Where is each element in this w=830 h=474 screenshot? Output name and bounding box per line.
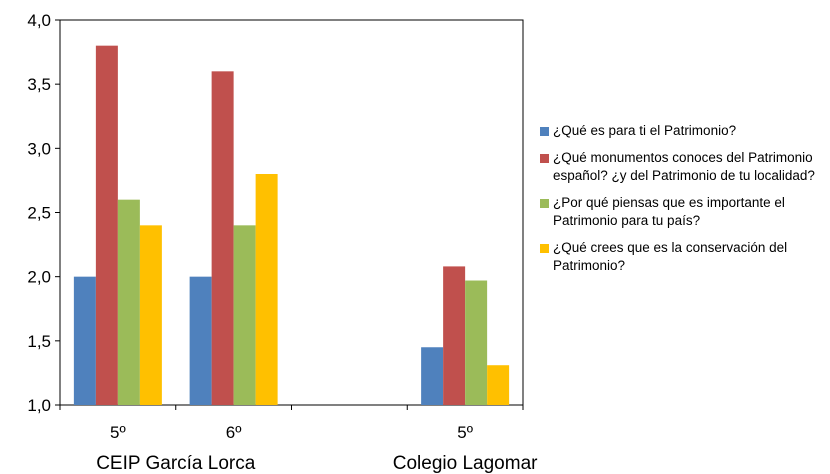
legend-label: ¿Qué monumentos conoces del Patrimonio e… <box>553 150 815 183</box>
bar-2-cat-2 <box>211 71 234 405</box>
y-tick-labels: 1,0 1,5 2,0 2,5 3,0 3,5 4,0 <box>27 11 51 415</box>
bar-1-cat-4 <box>421 347 444 405</box>
bar-3-cat-2 <box>233 225 256 405</box>
bar-2-cat-4 <box>443 266 466 405</box>
legend-label: ¿Qué crees que es la conservación del Pa… <box>553 240 788 273</box>
x-tick-label: 5º <box>110 423 126 442</box>
bar-4-cat-1 <box>139 225 162 405</box>
legend-item-2: ¿Qué monumentos conoces del Patrimonio e… <box>540 149 830 185</box>
x-group-label: Colegio Lagomar <box>393 453 538 474</box>
x-tick-labels: 5º 6º 5º CEIP García Lorca Colegio Lagomar <box>96 423 538 474</box>
legend-swatch <box>540 154 549 163</box>
y-tick-label: 3,0 <box>27 139 51 158</box>
x-group-label: CEIP García Lorca <box>96 453 256 474</box>
bar-1-cat-2 <box>189 276 212 405</box>
legend-item-4: ¿Qué crees que es la conservación del Pa… <box>540 239 830 275</box>
y-tick-label: 3,5 <box>27 75 51 94</box>
bar-4-cat-4 <box>487 365 510 405</box>
bars <box>73 45 510 406</box>
bar-3-cat-1 <box>117 199 140 405</box>
legend-label: ¿Por qué piensas que es importante el Pa… <box>553 195 785 228</box>
legend-label: ¿Qué es para ti el Patrimonio? <box>553 123 737 138</box>
x-tick-label: 5º <box>457 423 473 442</box>
legend-item-1: ¿Qué es para ti el Patrimonio? <box>540 122 830 140</box>
legend: ¿Qué es para ti el Patrimonio? ¿Qué monum… <box>540 122 830 284</box>
legend-swatch <box>540 127 549 136</box>
bar-1-cat-1 <box>73 276 96 405</box>
y-tick-label: 2,5 <box>27 204 51 223</box>
legend-item-3: ¿Por qué piensas que es importante el Pa… <box>540 194 830 230</box>
bar-3-cat-4 <box>465 280 488 405</box>
bar-4-cat-2 <box>255 174 278 405</box>
legend-swatch <box>540 199 549 208</box>
x-tick-label: 6º <box>226 423 242 442</box>
axes <box>55 19 524 410</box>
y-tick-label: 2,0 <box>27 268 51 287</box>
legend-swatch <box>540 244 549 253</box>
y-tick-label: 4,0 <box>27 11 51 30</box>
bar-2-cat-1 <box>95 45 118 406</box>
y-tick-label: 1,5 <box>27 332 51 351</box>
y-tick-label: 1,0 <box>27 396 51 415</box>
